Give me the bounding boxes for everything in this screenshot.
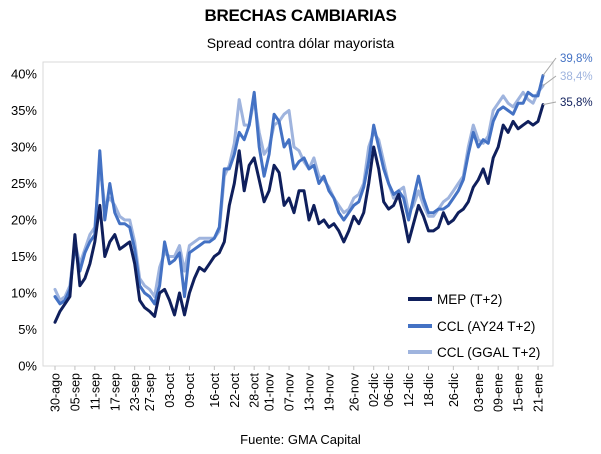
end-label: 39,8%: [560, 53, 593, 65]
x-tick-label: 09-oct: [183, 372, 197, 407]
x-tick-label: 03-oct: [163, 372, 177, 407]
y-tick-label: 25%: [11, 176, 37, 191]
x-tick-label: 12-dic: [402, 373, 416, 407]
x-tick-label: 26-dic: [447, 373, 461, 407]
end-label: 35,8%: [560, 97, 593, 109]
legend: MEP (T+2) CCL (AY24 T+2) CCL (GGAL T+2): [408, 292, 540, 360]
x-tick-label: 18-dic: [422, 373, 436, 407]
chart-title: BRECHAS CAMBIARIAS: [204, 6, 397, 25]
y-tick-label: 15%: [11, 249, 37, 264]
x-tick-label: 26-nov: [347, 372, 361, 411]
legend-label: MEP (T+2): [437, 292, 502, 307]
x-tick-label: 02-dic: [367, 373, 381, 407]
y-axis: 0% 5% 10% 15% 20% 25% 30% 35% 40%: [11, 67, 37, 374]
x-tick-label: 05-sep: [68, 373, 82, 411]
x-tick-label: 13-nov: [302, 372, 316, 411]
x-tick-label: 17-sep: [108, 373, 122, 411]
legend-label: CCL (GGAL T+2): [437, 345, 540, 360]
end-label: 38,4%: [560, 71, 593, 83]
x-tick-label: 09-ene: [492, 373, 506, 412]
x-tick-label: 21-ene: [532, 373, 546, 412]
x-tick-label: 19-nov: [322, 372, 336, 411]
series-line-ccl-ay24-t-2: [53, 74, 545, 306]
series-lines: [53, 74, 545, 324]
source-note: Fuente: GMA Capital: [240, 432, 361, 447]
x-tick-label: 22-oct: [228, 372, 242, 407]
y-tick-label: 5%: [18, 322, 37, 337]
x-tick-label: 27-sep: [143, 373, 157, 411]
y-tick-label: 10%: [11, 286, 37, 301]
y-tick-label: 40%: [11, 67, 37, 82]
x-tick-label: 03-ene: [472, 373, 486, 412]
y-tick-label: 35%: [11, 103, 37, 118]
x-tick-label: 07-nov: [283, 372, 297, 411]
x-tick-label: 06-dic: [382, 373, 396, 407]
x-axis: 30-ago 05-sep 11-sep 17-sep 23-sep 27-sep 03-o…: [49, 366, 546, 412]
y-tick-label: 0%: [18, 359, 37, 374]
chart-subtitle: Spread contra dólar mayorista: [206, 35, 395, 51]
plot-area: [42, 61, 554, 367]
x-tick-label: 01-nov: [263, 372, 277, 411]
x-tick-label: 30-ago: [49, 373, 63, 412]
end-label-leader: [542, 101, 557, 106]
x-tick-label: 11-sep: [88, 373, 102, 410]
x-tick-label: 16-oct: [208, 372, 222, 407]
x-tick-label: 23-sep: [128, 373, 142, 411]
legend-label: CCL (AY24 T+2): [437, 319, 535, 334]
x-tick-label: 28-oct: [248, 372, 262, 407]
end-labels: 39,8% 38,4% 35,8%: [542, 53, 593, 109]
series-line-mep-t-2: [53, 103, 545, 324]
y-tick-label: 30%: [11, 140, 37, 155]
end-label-leader: [542, 57, 557, 76]
end-label-leader: [542, 75, 557, 87]
x-tick-label: 15-ene: [512, 373, 526, 412]
y-tick-label: 20%: [11, 213, 37, 228]
